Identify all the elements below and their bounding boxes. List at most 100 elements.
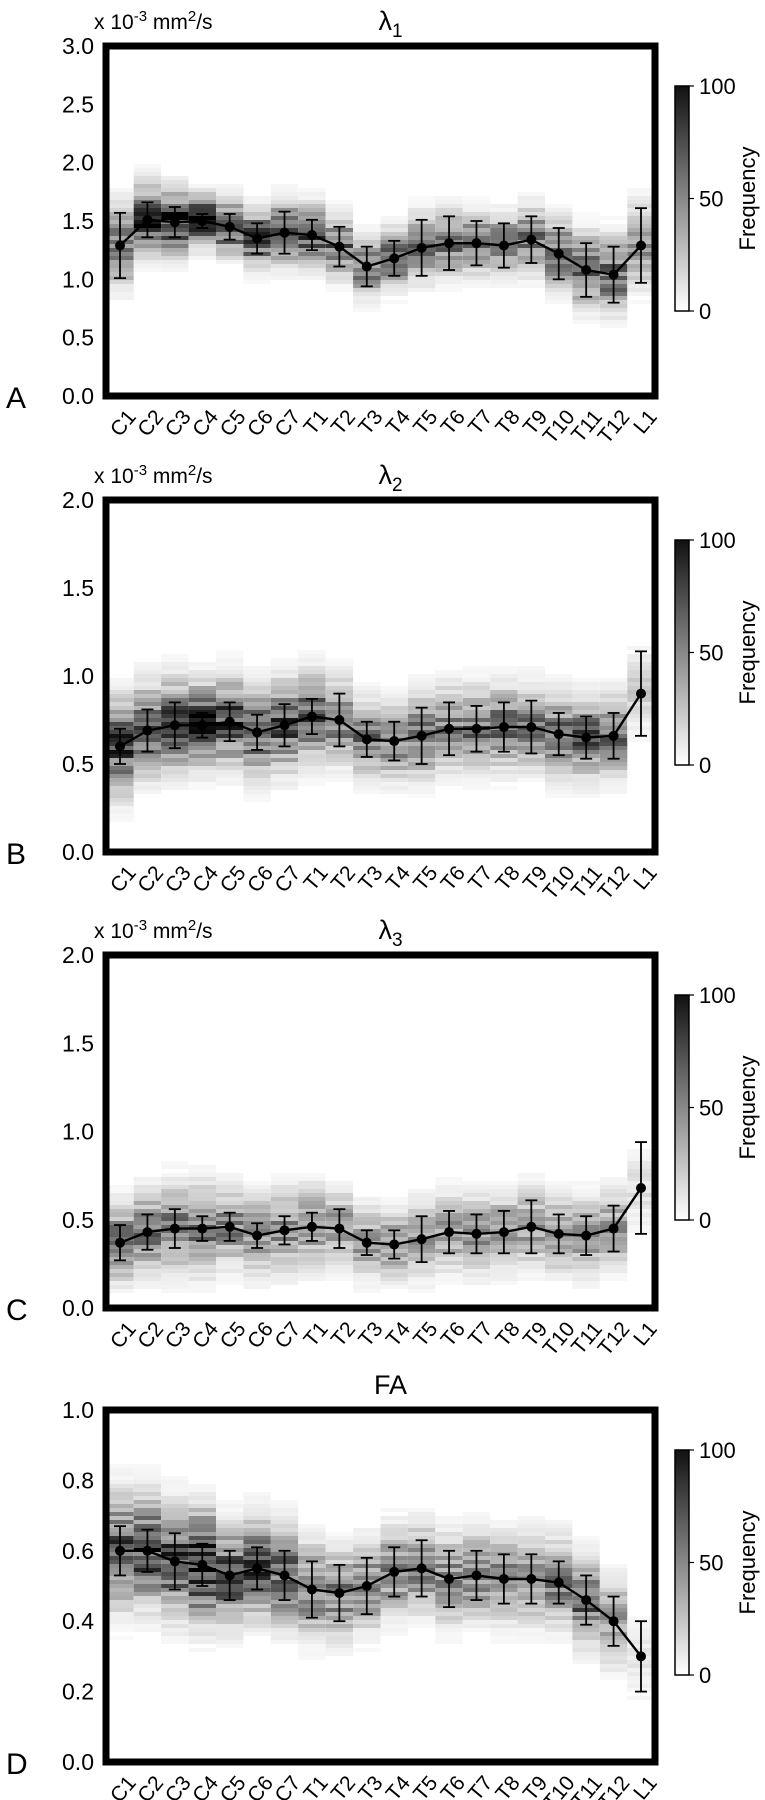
density-cell (462, 1524, 491, 1528)
density-cell (545, 1604, 573, 1608)
density-cell (435, 1620, 463, 1624)
density-cell (188, 252, 216, 256)
density-cell (325, 1544, 354, 1548)
colorbar-tick-label: 0 (699, 753, 711, 778)
density-cell (270, 208, 299, 212)
density-cell (216, 1612, 244, 1616)
density-cell (490, 754, 518, 758)
density-cell (133, 172, 162, 176)
density-cell (353, 288, 381, 292)
density-cell (325, 1181, 354, 1185)
density-cell (243, 268, 271, 272)
mean-point (498, 722, 509, 733)
density-cell (188, 204, 216, 208)
density-cell (353, 718, 381, 722)
density-cell (188, 208, 216, 212)
density-cell (545, 1181, 573, 1185)
density-cell (133, 686, 162, 690)
density-cell (270, 1277, 299, 1281)
density-cell (133, 196, 162, 200)
density-cell (243, 1500, 271, 1504)
density-cell (599, 1181, 628, 1185)
density-cell (325, 1560, 354, 1564)
density-cell (572, 1261, 600, 1265)
density-cell (161, 268, 189, 272)
density-cell (435, 1628, 463, 1632)
density-cell (188, 1181, 216, 1185)
density-cell (216, 204, 244, 208)
density-cell (572, 710, 600, 714)
density-cell (380, 1632, 408, 1636)
density-cell (462, 770, 491, 774)
density-cell (545, 1201, 573, 1205)
density-cell (161, 1480, 189, 1484)
density-cell (243, 766, 271, 770)
density-cell (106, 814, 134, 818)
density-cell (572, 1648, 600, 1652)
density-cell (298, 1205, 326, 1209)
density-cell (517, 766, 545, 770)
density-cell (243, 272, 271, 276)
density-cell (462, 212, 491, 216)
density-cell (407, 1600, 436, 1604)
plot-frame (102, 1406, 659, 1766)
density-cell (161, 204, 189, 208)
unit-suffix: /s (196, 11, 212, 34)
density-cell (161, 1512, 189, 1516)
density-cell (599, 686, 628, 690)
density-cell (407, 1273, 436, 1277)
density-cell (325, 666, 354, 670)
density-cell (270, 1520, 299, 1524)
density-cell (353, 766, 381, 770)
density-cell (243, 794, 271, 798)
density-cell (545, 1269, 573, 1273)
colorbar-tick-label: 50 (699, 1551, 723, 1576)
mean-point (581, 1595, 592, 1606)
density-cell (161, 778, 189, 782)
density-cell (216, 766, 244, 770)
density-cell (407, 288, 436, 292)
density-cell (298, 1257, 326, 1261)
density-cell (545, 280, 573, 284)
density-cell (216, 750, 244, 754)
density-cell (572, 1277, 600, 1281)
density-cell (490, 1616, 518, 1620)
density-cell (545, 674, 573, 678)
mean-point (142, 1545, 153, 1556)
y-tick-label: 1.0 (62, 266, 94, 292)
density-cell (407, 1604, 436, 1608)
density-cell (545, 1261, 573, 1265)
density-cell (325, 1556, 354, 1560)
density-cell (599, 1261, 628, 1265)
density-cell (407, 1524, 436, 1528)
density-cell (298, 1185, 326, 1189)
mean-point (389, 736, 400, 747)
density-cell (353, 1201, 381, 1205)
density-cell (243, 260, 271, 264)
density-cell (545, 220, 573, 224)
density-cell (188, 1273, 216, 1277)
density-cell (161, 1608, 189, 1612)
density-cell (188, 1484, 216, 1488)
density-cell (298, 1620, 326, 1624)
density-cell (545, 1265, 573, 1269)
density-cell (380, 1201, 408, 1205)
density-cell (407, 1201, 436, 1205)
density-cell (353, 1536, 381, 1540)
density-cell (572, 1656, 600, 1660)
density-cell (572, 320, 600, 324)
density-cell (545, 1536, 573, 1540)
density-cell (298, 1245, 326, 1249)
density-cell (545, 698, 573, 702)
density-cell (133, 782, 162, 786)
density-cell (161, 1476, 189, 1480)
density-cell (188, 706, 216, 710)
density-cell (270, 1185, 299, 1189)
density-cell (133, 698, 162, 702)
density-cell (161, 1632, 189, 1636)
density-cell (462, 1201, 491, 1205)
density-cell (188, 1612, 216, 1616)
density-cell (599, 1668, 628, 1672)
density-cell (106, 1197, 134, 1201)
density-cell (133, 1576, 162, 1580)
